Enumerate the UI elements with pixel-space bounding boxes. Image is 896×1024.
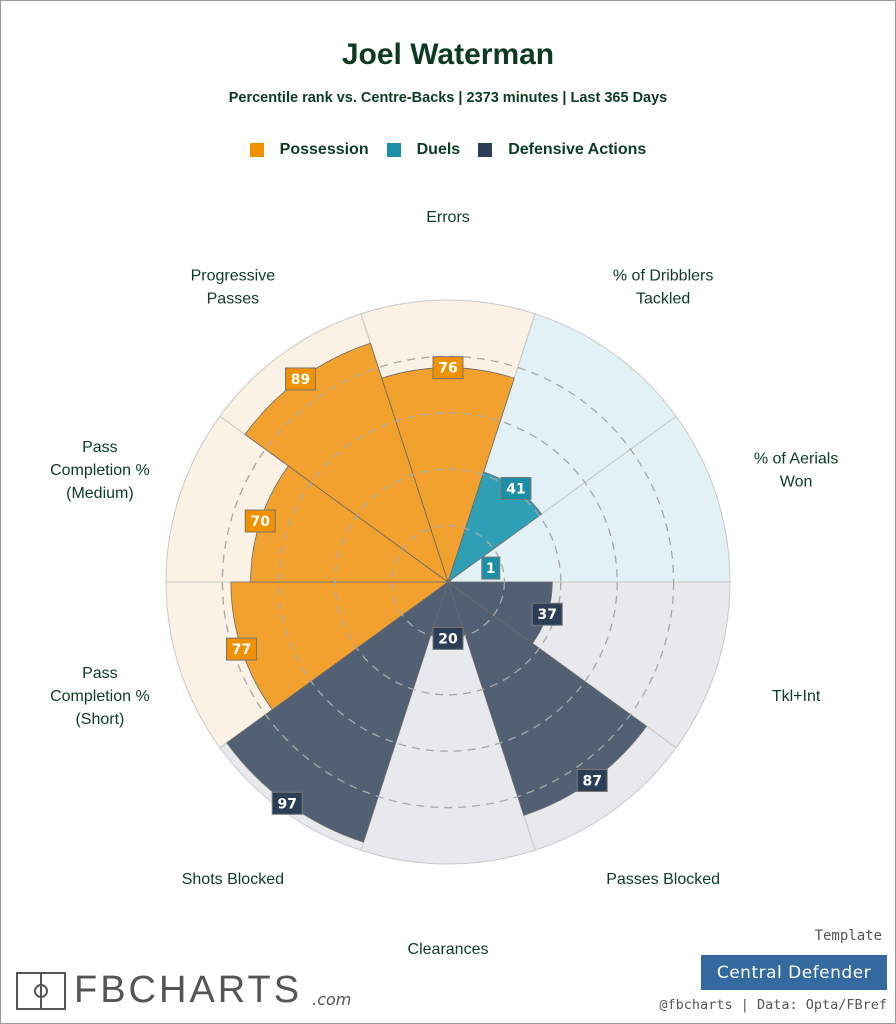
value-box [432,356,464,380]
legend-item-possession: Possession [249,141,369,159]
value-box [432,626,464,650]
value-box [481,556,501,580]
value-box [500,476,532,500]
template-label: Template [814,928,882,944]
gridline-circle [334,468,562,696]
fbcharts-logo: FBCHARTS .com [16,970,351,1010]
wedge-background [446,415,731,583]
legend-item-defensive-actions: Defensive Actions [478,141,646,159]
legend-label: Possession [279,141,369,158]
legend-swatch [478,143,493,157]
axis-label: (Medium) [66,485,134,502]
legend-label: Defensive Actions [508,141,647,158]
value-box [271,791,303,815]
pitch-icon [16,972,66,1010]
legend-swatch [249,143,264,157]
axis-label: Passes Blocked [606,871,720,888]
value-label: 37 [537,607,556,623]
data-credit: @fbcharts | Data: Opta/FBref [659,997,887,1013]
axis-label: Pass [82,665,118,682]
value-label: 77 [232,642,251,658]
axis-label: Completion % [50,462,150,479]
value-label: 1 [486,561,496,577]
value-label: 97 [277,796,296,812]
logo-text: FBCHARTS [74,969,303,1011]
gridline-circle [278,412,618,752]
chart-subtitle: Percentile rank vs. Centre-Backs | 2373 … [228,90,668,106]
axis-label: (Short) [75,711,124,728]
axis-label: Tkl+Int [772,688,821,705]
axis-label: Pass [82,439,118,456]
axis-label: Won [780,473,813,490]
value-label: 76 [438,361,457,377]
legend-item-duels: Duels [386,141,461,159]
value-label: 87 [582,773,601,789]
axis-label: Progressive [191,267,276,284]
value-box [284,367,316,391]
chart-title: Joel Waterman [341,38,555,71]
value-label: 41 [506,481,525,497]
legend: Possession Duels Defensive Actions [0,141,896,159]
axis-label: Shots Blocked [182,871,284,888]
axis-label: Tackled [636,290,690,307]
wedge-background [360,580,536,865]
value-label: 20 [438,631,458,647]
axis-label: Completion % [50,688,150,705]
value-box [225,637,257,661]
axis-label: Clearances [408,941,489,958]
logo-suffix: .com [312,990,352,1009]
legend-swatch [386,143,401,157]
axis-label: % of Aerials [754,450,838,467]
value-box [244,509,276,533]
axis-label: % of Dribblers [613,267,713,284]
axis-label: Errors [426,209,470,226]
value-label: 89 [291,372,310,388]
gridline-circle [221,355,675,809]
value-label: 70 [251,514,271,530]
template-badge: Central Defender [701,955,887,990]
axis-label: Passes [207,290,259,307]
value-box [531,602,563,626]
value-box [576,768,608,792]
legend-label: Duels [416,141,461,158]
